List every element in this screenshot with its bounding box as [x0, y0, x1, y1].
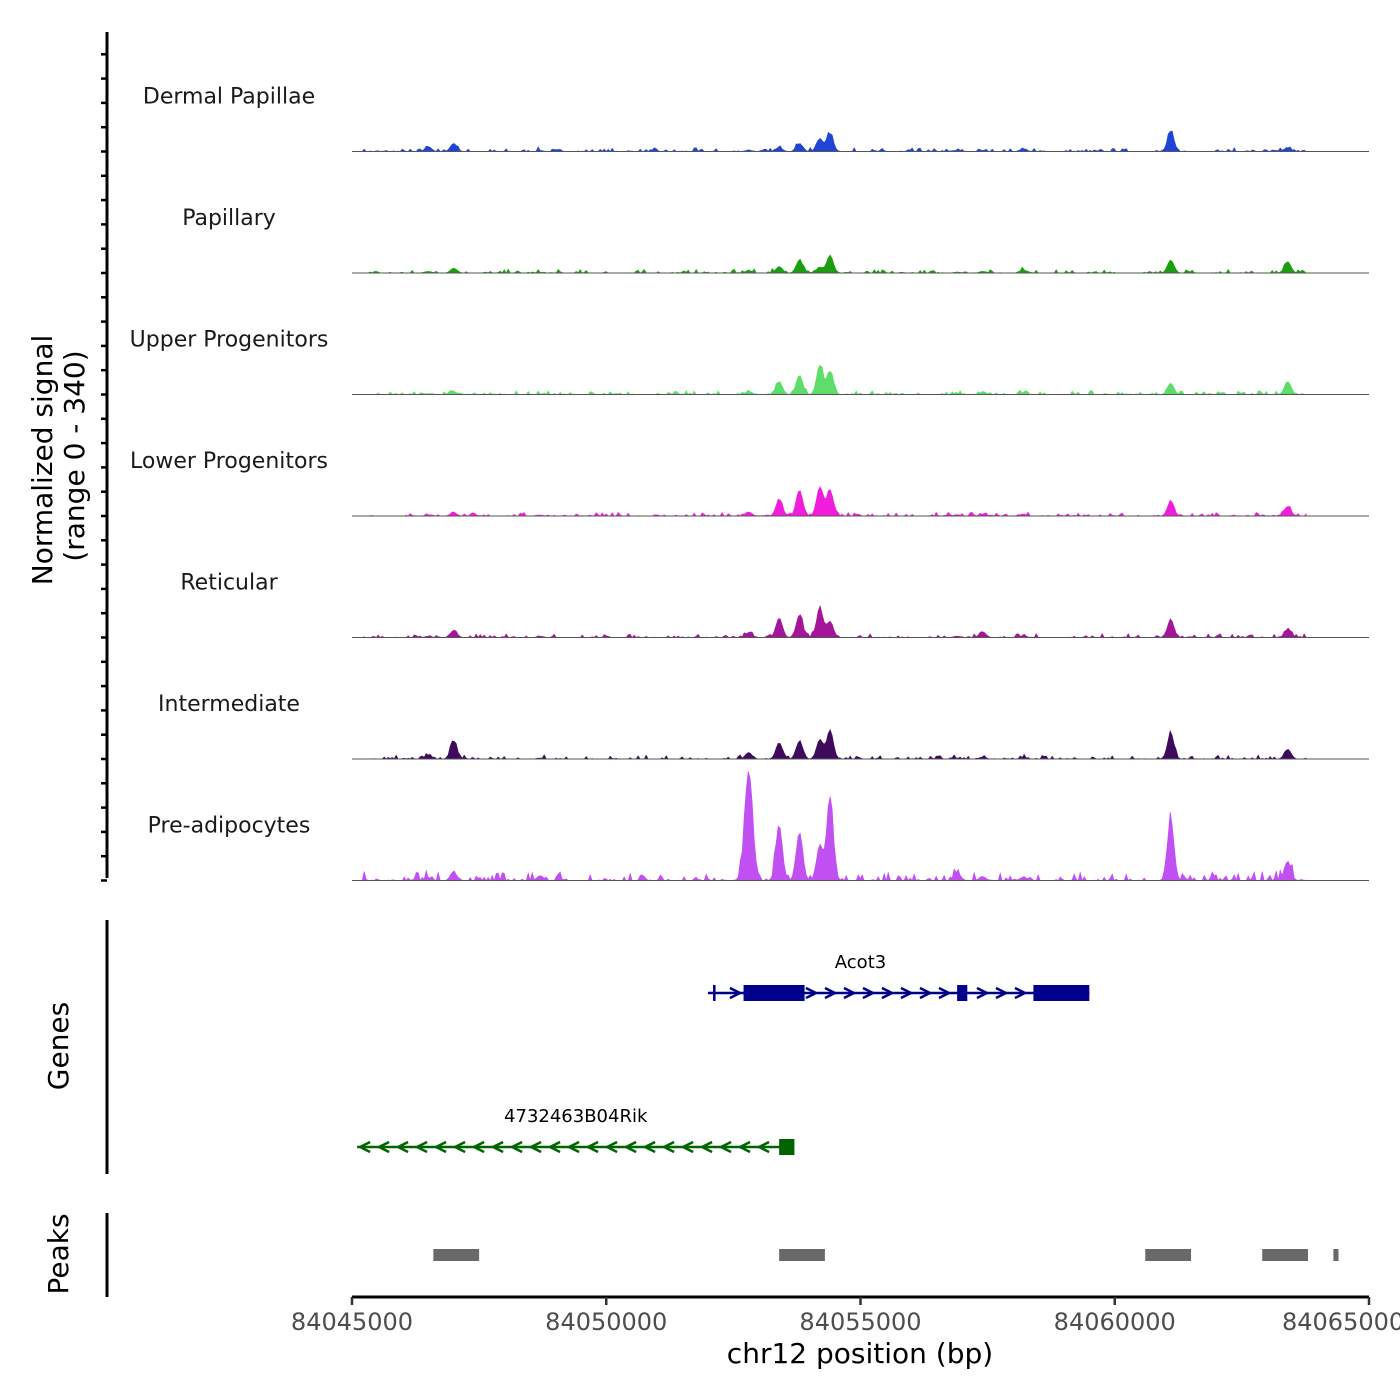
exon [779, 1139, 795, 1155]
strand-arrow [718, 1140, 732, 1154]
strand-arrow [1014, 986, 1028, 1000]
x-axis-title: chr12 position (bp) [727, 1337, 993, 1370]
peak [1145, 1249, 1192, 1261]
strand-arrow [661, 1140, 675, 1154]
strand-arrow [699, 1140, 713, 1154]
track-label: Intermediate [158, 692, 300, 717]
strand-arrow [452, 1140, 466, 1154]
gene-acot3: Acot3 [707, 952, 1090, 1001]
track-papillary: Papillary [182, 206, 1369, 274]
signal-area [361, 771, 1307, 882]
strand-arrow [756, 1140, 770, 1154]
strand-arrow [547, 1140, 561, 1154]
peak [433, 1249, 480, 1261]
exon [957, 985, 968, 1001]
gene-4732463b04rik: 4732463B04Rik [357, 1106, 795, 1155]
track-label: Lower Progenitors [130, 449, 328, 474]
gene-label: Acot3 [835, 952, 886, 973]
track-intermediate: Intermediate [158, 692, 1369, 760]
strand-arrow [881, 986, 895, 1000]
strand-arrow [919, 986, 933, 1000]
x-tick-label: 84060000 [1054, 1308, 1176, 1336]
x-tick-label: 84045000 [291, 1308, 413, 1336]
track-label: Dermal Papillae [143, 85, 315, 110]
genes-panel-title: Genes [42, 1002, 75, 1090]
track-reticular: Reticular [180, 571, 1369, 639]
gene-annotations: Acot3 4732463B04Rik [357, 952, 1090, 1155]
peak [1333, 1249, 1339, 1261]
track-label: Reticular [180, 571, 278, 596]
signal-area [362, 364, 1307, 395]
track-label: Upper Progenitors [130, 328, 329, 353]
signal-area [362, 728, 1307, 760]
peaks-panel-title: Peaks [42, 1213, 75, 1294]
strand-arrow [528, 1140, 542, 1154]
strand-arrow [737, 1140, 751, 1154]
track-label: Pre-adipocytes [148, 814, 311, 839]
strand-arrow [642, 1140, 656, 1154]
peak [779, 1249, 825, 1261]
signal-area [362, 486, 1307, 517]
strand-arrow [357, 1140, 371, 1154]
strand-arrow [490, 1140, 504, 1154]
track-pre-adipocytes: Pre-adipocytes [148, 771, 1369, 882]
gene-label: 4732463B04Rik [504, 1106, 648, 1127]
strand-arrow [395, 1140, 409, 1154]
x-tick-label: 84050000 [545, 1308, 667, 1336]
exon [1033, 985, 1090, 1001]
signal-area [362, 604, 1307, 639]
strand-arrow [623, 1140, 637, 1154]
strand-arrow [509, 1140, 523, 1154]
strand-arrow [414, 1140, 428, 1154]
strand-arrow [376, 1140, 390, 1154]
coverage-y-axis-range: (range 0 - 340) [58, 350, 91, 561]
exon [713, 985, 716, 1001]
strand-arrow [824, 986, 838, 1000]
x-tick-label: 84065000 [1282, 1308, 1400, 1336]
strand-arrow [680, 1140, 694, 1154]
peak-regions [433, 1249, 1339, 1261]
strand-arrow [585, 1140, 599, 1154]
coverage-y-axis-title: Normalized signal [26, 335, 59, 586]
signal-area [361, 130, 1308, 152]
coverage-tracks: Dermal Papillae Papillary Upper Progenitor… [130, 85, 1369, 882]
coverage-y-axis [101, 32, 109, 882]
strand-arrow [900, 986, 914, 1000]
strand-arrow [604, 1140, 618, 1154]
peak [1262, 1249, 1308, 1261]
strand-arrow [433, 1140, 447, 1154]
strand-arrow [938, 986, 952, 1000]
strand-arrow [843, 986, 857, 1000]
strand-arrow [471, 1140, 485, 1154]
strand-arrow [862, 986, 876, 1000]
track-dermal-papillae: Dermal Papillae [143, 85, 1369, 152]
track-label: Papillary [182, 206, 276, 231]
strand-arrow [805, 986, 819, 1000]
x-axis-ticks: 84045000 84050000 84055000 84060000 84065000 [291, 1297, 1400, 1336]
track-lower-progenitors: Lower Progenitors [130, 449, 1369, 517]
track-upper-progenitors: Upper Progenitors [130, 328, 1369, 395]
exon [743, 985, 805, 1001]
strand-arrow [976, 986, 990, 1000]
strand-arrow [729, 986, 743, 1000]
strand-arrow [566, 1140, 580, 1154]
x-tick-label: 84055000 [799, 1308, 921, 1336]
signal-area [362, 254, 1307, 274]
strand-arrow [995, 986, 1009, 1000]
